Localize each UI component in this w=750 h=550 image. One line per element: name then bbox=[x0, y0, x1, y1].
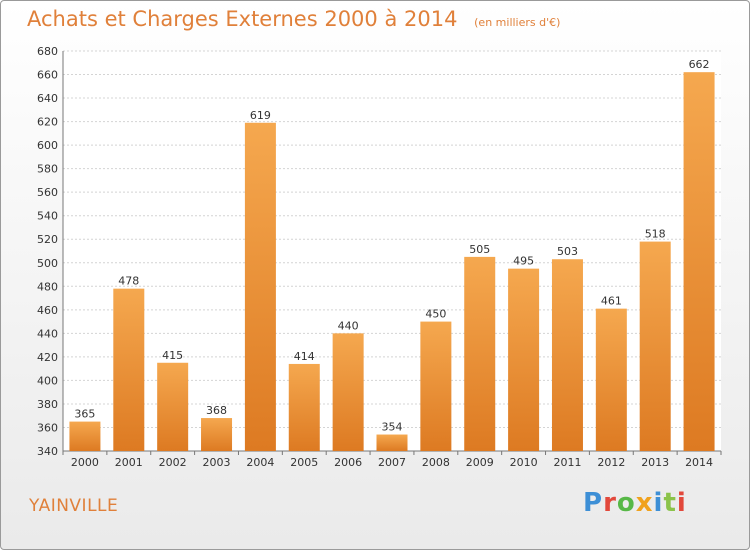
brand-logo: Proxiti bbox=[583, 488, 687, 518]
x-tick-label: 2004 bbox=[246, 456, 274, 469]
data-label: 415 bbox=[162, 349, 183, 362]
bar bbox=[288, 363, 320, 451]
x-tick-label: 2008 bbox=[422, 456, 450, 469]
y-tick-label: 540 bbox=[37, 210, 58, 223]
place-name: YAINVILLE bbox=[29, 496, 119, 516]
x-tick-label: 2010 bbox=[510, 456, 538, 469]
data-label: 478 bbox=[118, 275, 139, 288]
x-tick-label: 2005 bbox=[290, 456, 318, 469]
x-tick-label: 2011 bbox=[553, 456, 581, 469]
data-label: 503 bbox=[557, 245, 578, 258]
brand-letter: P bbox=[583, 488, 604, 518]
data-label: 450 bbox=[425, 308, 446, 321]
x-tick-label: 2014 bbox=[685, 456, 713, 469]
y-tick-label: 480 bbox=[37, 280, 58, 293]
data-label: 662 bbox=[689, 58, 710, 71]
data-label: 414 bbox=[294, 350, 315, 363]
bar bbox=[332, 333, 364, 451]
brand-letter: x bbox=[635, 488, 654, 518]
y-tick-label: 500 bbox=[37, 257, 58, 270]
brand-letter: i bbox=[653, 488, 664, 518]
x-tick-label: 2000 bbox=[71, 456, 99, 469]
y-tick-label: 520 bbox=[37, 233, 58, 246]
y-tick-label: 460 bbox=[37, 304, 58, 317]
y-tick-label: 660 bbox=[37, 69, 58, 82]
bar bbox=[508, 268, 540, 451]
data-label: 461 bbox=[601, 295, 622, 308]
bar bbox=[376, 434, 408, 451]
bar bbox=[113, 288, 145, 451]
x-tick-label: 2002 bbox=[159, 456, 187, 469]
y-tick-label: 620 bbox=[37, 116, 58, 129]
bar bbox=[464, 256, 496, 451]
x-tick-label: 2007 bbox=[378, 456, 406, 469]
data-label: 354 bbox=[382, 421, 403, 434]
x-tick-label: 2009 bbox=[466, 456, 494, 469]
chart-title: Achats et Charges Externes 2000 à 2014 (… bbox=[27, 7, 560, 31]
bar bbox=[551, 259, 583, 451]
data-label: 440 bbox=[338, 319, 359, 332]
brand-letter: o bbox=[616, 488, 636, 518]
data-label: 518 bbox=[645, 228, 666, 241]
y-tick-label: 380 bbox=[37, 398, 58, 411]
bar bbox=[639, 241, 671, 451]
chart-subtitle: (en milliers d'€) bbox=[474, 16, 561, 29]
data-label: 365 bbox=[74, 408, 95, 421]
brand-letter: t bbox=[663, 488, 677, 518]
bar bbox=[595, 308, 627, 451]
y-tick-label: 600 bbox=[37, 139, 58, 152]
bar bbox=[69, 421, 101, 451]
bar bbox=[244, 122, 276, 451]
bar bbox=[201, 418, 233, 451]
x-tick-label: 2006 bbox=[334, 456, 362, 469]
bar bbox=[683, 72, 715, 452]
y-tick-label: 560 bbox=[37, 186, 58, 199]
x-tick-label: 2003 bbox=[203, 456, 231, 469]
brand-letter: r bbox=[603, 488, 617, 518]
y-tick-label: 580 bbox=[37, 163, 58, 176]
y-tick-label: 420 bbox=[37, 351, 58, 364]
brand-letter: i bbox=[676, 488, 687, 518]
x-tick-label: 2001 bbox=[115, 456, 143, 469]
y-tick-label: 640 bbox=[37, 92, 58, 105]
y-tick-label: 680 bbox=[37, 45, 58, 58]
y-tick-label: 340 bbox=[37, 445, 58, 458]
y-tick-label: 360 bbox=[37, 421, 58, 434]
y-tick-label: 440 bbox=[37, 327, 58, 340]
bar bbox=[420, 321, 452, 451]
data-label: 619 bbox=[250, 109, 271, 122]
chart-title-text: Achats et Charges Externes 2000 à 2014 bbox=[27, 7, 458, 31]
x-tick-label: 2013 bbox=[641, 456, 669, 469]
data-label: 495 bbox=[513, 255, 534, 268]
data-label: 368 bbox=[206, 404, 227, 417]
y-tick-label: 400 bbox=[37, 374, 58, 387]
bar bbox=[157, 362, 189, 451]
x-tick-label: 2012 bbox=[597, 456, 625, 469]
data-label: 505 bbox=[469, 243, 490, 256]
